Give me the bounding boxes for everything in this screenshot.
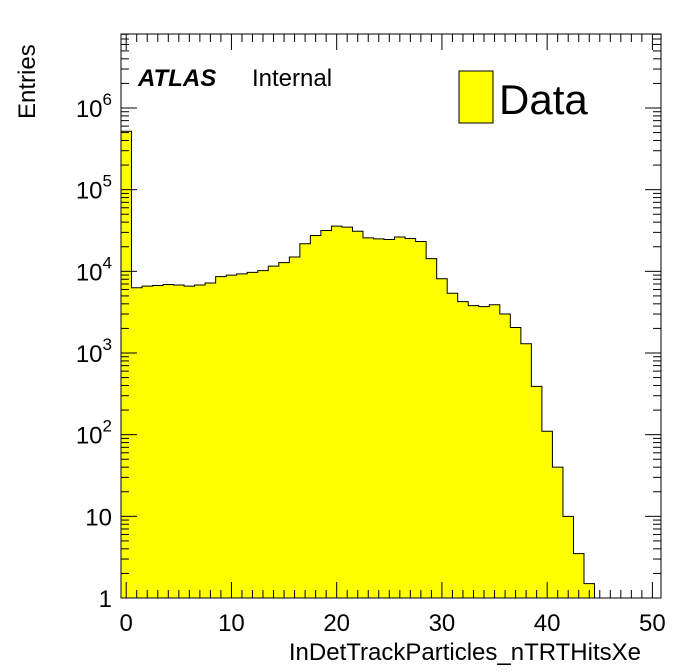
legend-label: Data	[499, 76, 588, 123]
y-tick-label: 10 2	[76, 417, 112, 450]
y-tick-label: 10 5	[76, 172, 112, 205]
histogram-bin	[194, 285, 206, 598]
histogram-bin	[426, 258, 438, 598]
legend-swatch	[458, 70, 494, 124]
histogram-bin	[436, 278, 448, 598]
atlas-label: ATLAS	[137, 65, 216, 92]
histogram-bin	[184, 286, 195, 598]
histogram-bin	[215, 276, 227, 598]
y-tick-label: 10 6	[76, 90, 112, 123]
histogram-bin	[173, 285, 185, 598]
histogram-bin	[541, 431, 553, 598]
histogram-bin	[384, 239, 395, 599]
y-tick-label: 10 4	[76, 253, 112, 286]
histogram-bin	[131, 287, 143, 598]
histogram-bin	[163, 284, 174, 598]
y-tick-label-base: 10	[76, 259, 103, 286]
atlas-sublabel: Internal	[252, 65, 332, 92]
y-tick-label-base: 10	[85, 504, 112, 531]
histogram-bin	[478, 306, 490, 598]
y-tick-label-base: 10	[76, 423, 103, 450]
x-tick-label: 40	[534, 610, 561, 637]
y-tick-label: 10 3	[76, 335, 112, 368]
histogram-bin	[405, 238, 417, 599]
x-tick-label: 30	[429, 610, 456, 637]
y-tick-label-base: 1	[99, 586, 112, 613]
histogram-bin	[257, 270, 269, 598]
histogram-bin	[457, 301, 469, 598]
y-tick-label-base: 10	[76, 96, 103, 123]
plot-frame	[120, 33, 662, 599]
histogram-bin	[299, 243, 311, 598]
histogram-bin	[205, 282, 217, 598]
histogram-bin	[121, 131, 132, 598]
histogram-bin	[341, 227, 353, 598]
histogram-bin	[310, 235, 322, 598]
y-tick-label-exponent: 4	[103, 253, 112, 272]
histogram-bin	[226, 275, 238, 598]
histogram-bin	[394, 237, 406, 599]
histogram-outline	[120, 130, 637, 599]
histogram-bin	[468, 305, 480, 598]
histogram-bin	[278, 262, 290, 598]
histogram-bin	[268, 266, 280, 598]
axis-ticks	[121, 33, 661, 599]
y-tick-label-exponent: 3	[103, 335, 112, 354]
x-tick-label: 10	[218, 610, 245, 637]
y-axis-label: Entries	[14, 44, 41, 119]
histogram-bin	[510, 327, 522, 598]
histogram-bin	[573, 553, 585, 598]
histogram-bin	[331, 226, 343, 598]
histogram-bin	[362, 237, 374, 599]
y-tick-label-base: 10	[76, 178, 103, 205]
x-tick-label: 0	[120, 610, 133, 637]
histogram-bin	[247, 272, 259, 598]
y-tick-label: 1	[99, 586, 112, 613]
histogram-bin	[141, 286, 153, 598]
x-axis-label: InDetTrackParticles_nTRTHitsXe	[289, 639, 641, 666]
histogram-bin	[352, 231, 364, 598]
y-tick-label-exponent: 5	[103, 172, 112, 191]
histogram-bin	[552, 467, 564, 598]
y-tick-label-base: 10	[76, 341, 103, 368]
histogram-bin	[447, 293, 459, 598]
histogram-bin	[562, 516, 574, 598]
histogram-bin	[373, 238, 385, 598]
histogram-bin	[289, 256, 301, 598]
y-tick-label-exponent: 6	[103, 90, 112, 109]
x-tick-label: 20	[323, 610, 350, 637]
histogram-bin	[236, 273, 248, 598]
histogram-bin	[320, 230, 332, 598]
histogram-bin	[489, 304, 501, 598]
histogram-bin	[531, 386, 543, 598]
y-tick-label: 10	[85, 504, 112, 531]
histogram-bars	[120, 130, 637, 599]
histogram-bin	[499, 314, 511, 598]
histogram-bin	[520, 343, 532, 598]
histogram-bin	[415, 241, 427, 599]
histogram-bin	[152, 285, 164, 598]
x-tick-label: 50	[639, 610, 666, 637]
y-tick-label-exponent: 2	[103, 417, 112, 436]
